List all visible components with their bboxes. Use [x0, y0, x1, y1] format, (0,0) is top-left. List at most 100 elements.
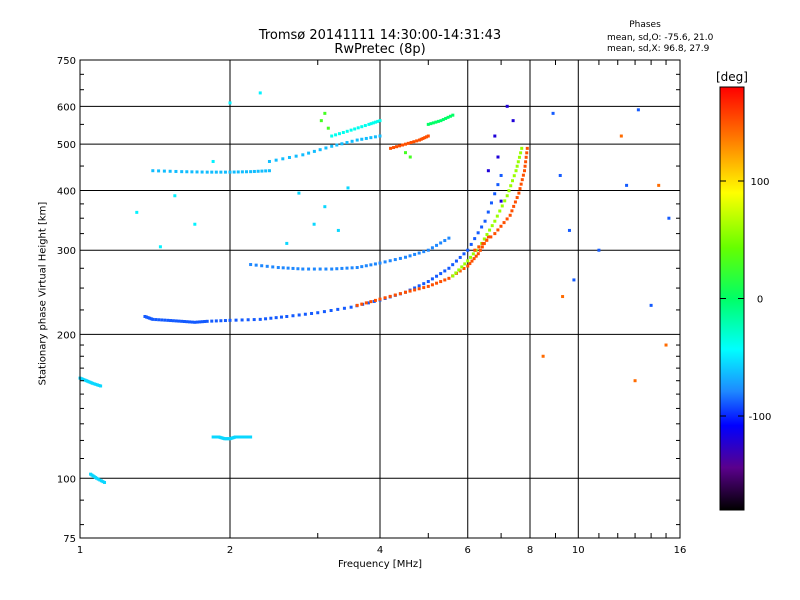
data-point: [373, 135, 377, 139]
data-point: [234, 318, 238, 322]
data-point: [173, 194, 177, 198]
data-point: [625, 183, 629, 187]
data-point: [374, 120, 378, 124]
data-point: [335, 267, 339, 271]
data-point: [477, 245, 481, 249]
data-point: [403, 255, 407, 259]
data-point: [451, 263, 455, 267]
data-point: [316, 311, 320, 315]
data-point: [195, 170, 199, 174]
data-point: [265, 264, 269, 268]
data-point: [91, 381, 95, 385]
data-point: [421, 136, 425, 140]
data-point: [664, 343, 668, 347]
data-point: [274, 316, 278, 320]
data-point: [519, 151, 523, 155]
data-point: [324, 146, 328, 150]
data-point: [281, 266, 285, 270]
data-point: [294, 154, 298, 158]
data-point: [205, 170, 209, 174]
data-point: [388, 294, 392, 298]
data-point: [367, 122, 371, 126]
x-tick-label: 16: [674, 545, 687, 556]
data-point: [401, 143, 405, 147]
data-point: [512, 174, 516, 178]
data-point: [228, 170, 232, 174]
data-point: [383, 296, 387, 300]
data-point: [182, 320, 186, 324]
data-point: [657, 183, 661, 187]
data-point: [360, 125, 364, 129]
data-point: [443, 278, 447, 282]
data-point: [393, 293, 397, 297]
data-point: [203, 320, 207, 324]
data-point: [174, 169, 178, 173]
data-point: [163, 318, 167, 322]
data-point: [454, 271, 458, 275]
data-point: [460, 265, 464, 269]
data-point: [174, 319, 178, 323]
data-point: [249, 263, 253, 267]
data-point: [318, 148, 322, 152]
data-point: [495, 214, 499, 218]
data-point: [281, 157, 285, 161]
data-point: [468, 262, 472, 266]
data-point: [430, 246, 434, 250]
data-point: [228, 318, 232, 322]
data-point: [252, 169, 256, 173]
stats-o-mode: mean, sd,O: -75.6, 21.0: [607, 33, 714, 43]
data-point: [103, 480, 107, 484]
data-point: [341, 130, 345, 134]
data-point: [486, 210, 490, 214]
data-point: [417, 138, 421, 142]
data-point: [98, 478, 102, 482]
data-point: [446, 115, 450, 119]
data-point: [169, 319, 173, 323]
colorbar-tick-label: 0: [757, 295, 763, 306]
data-point: [383, 260, 387, 264]
data-point: [254, 263, 258, 267]
data-point: [466, 264, 470, 268]
data-point: [301, 267, 305, 271]
data-point: [466, 259, 470, 263]
data-point: [503, 199, 507, 203]
data-point: [336, 307, 340, 311]
data-point: [441, 118, 445, 122]
data-point: [260, 169, 264, 173]
data-point: [409, 141, 413, 145]
data-point: [493, 232, 497, 236]
data-point: [373, 298, 377, 302]
data-point: [472, 257, 476, 261]
x-tick-label: 8: [527, 545, 533, 556]
data-point: [633, 379, 637, 383]
data-point: [360, 265, 364, 269]
data-point: [245, 435, 249, 439]
data-point: [398, 292, 402, 296]
data-point: [324, 267, 328, 271]
data-point: [240, 170, 244, 174]
data-point: [303, 312, 307, 316]
data-point: [523, 169, 527, 173]
data-point: [451, 274, 455, 278]
data-point: [419, 137, 423, 141]
data-point: [378, 119, 382, 123]
data-point: [326, 126, 330, 130]
data-point: [439, 272, 443, 276]
data-point: [388, 259, 392, 263]
data-point: [369, 122, 373, 126]
data-point: [349, 128, 353, 132]
data-point: [160, 318, 164, 322]
data-point: [667, 216, 671, 220]
data-point: [336, 228, 340, 232]
data-point: [469, 242, 473, 246]
data-point: [561, 295, 565, 299]
data-point: [345, 266, 349, 270]
data-point: [429, 122, 433, 126]
data-point: [413, 288, 417, 292]
data-point: [340, 142, 344, 146]
data-point: [476, 252, 480, 256]
x-tick-label: 1: [77, 545, 83, 556]
data-point: [286, 266, 290, 270]
data-point: [345, 141, 349, 145]
data-point: [417, 251, 421, 255]
